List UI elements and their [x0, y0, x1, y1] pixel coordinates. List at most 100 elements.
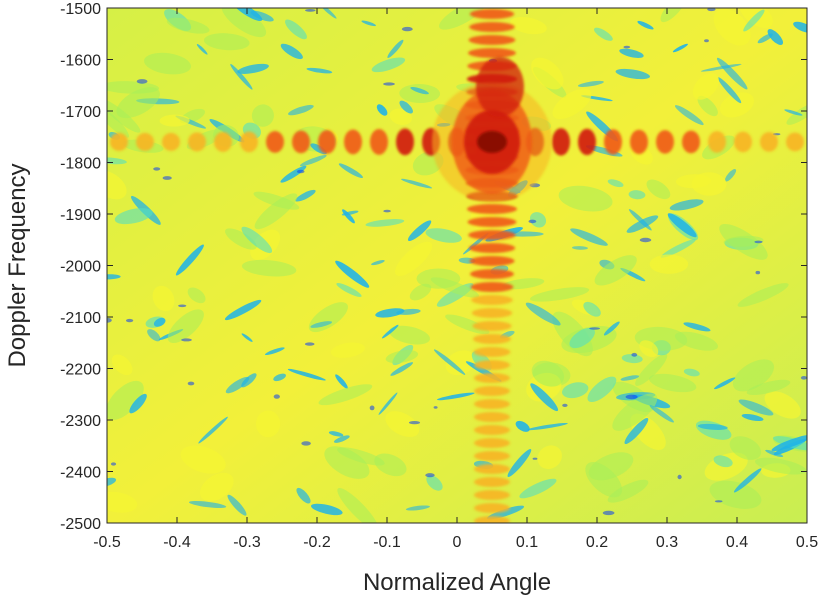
noise-speckle: [569, 327, 595, 349]
noise-speckle: [181, 338, 192, 342]
noise-speckle: [388, 325, 431, 345]
noise-speckle: [714, 500, 723, 503]
noise-speckle: [241, 333, 253, 342]
ridge-blob: [472, 321, 512, 331]
ridge-blob: [734, 131, 752, 153]
ridge-blob: [474, 386, 510, 396]
x-tick-label: 0.3: [656, 534, 678, 551]
noise-speckle: [436, 392, 475, 401]
ridge-blob: [468, 35, 516, 45]
noise-speckle: [764, 391, 801, 419]
noise-speckle: [129, 393, 147, 414]
y-tick-label: -2000: [60, 259, 101, 276]
noise-speckle: [328, 431, 344, 437]
x-tick-label: -0.2: [303, 534, 331, 551]
noise-speckle: [767, 29, 784, 46]
noise-speckle: [607, 479, 649, 503]
y-axis-label: Doppler Frequency: [4, 163, 31, 367]
noise-texture: [107, 8, 807, 523]
noise-speckle: [631, 352, 638, 357]
noise-speckle: [401, 178, 433, 189]
ridge-blob: [474, 360, 510, 370]
y-tick-label: -1800: [60, 156, 101, 173]
noise-speckle: [709, 480, 762, 509]
noise-speckle: [288, 104, 314, 116]
noise-speckle: [519, 478, 557, 499]
noise-speckle: [378, 392, 398, 415]
noise-speckle: [375, 308, 405, 318]
noise-speckle: [515, 420, 530, 432]
noise-speckle: [264, 347, 285, 356]
ridge-blob: [760, 132, 778, 152]
noise-speckle: [692, 73, 720, 100]
peak-lobe: [476, 56, 524, 117]
noise-speckle: [639, 340, 659, 358]
heatmap-plot-area: [107, 8, 807, 523]
noise-speckle: [304, 342, 315, 346]
noise-speckle: [296, 487, 311, 504]
noise-speckle: [732, 359, 775, 392]
noise-speckle: [230, 64, 253, 90]
noise-speckle: [433, 349, 466, 375]
y-tick-label: -2400: [60, 465, 101, 482]
noise-speckle: [335, 260, 370, 288]
noise-speckle: [318, 384, 373, 406]
noise-speckle: [401, 26, 413, 32]
noise-speckle: [410, 86, 429, 95]
noise-speckle: [107, 170, 127, 200]
noise-speckle: [537, 445, 562, 469]
ridge-blob: [214, 131, 232, 152]
noise-speckle: [371, 57, 406, 73]
noise-speckle: [254, 193, 298, 230]
ridge-blob: [656, 130, 674, 154]
ridge-blob: [682, 130, 700, 154]
noise-speckle: [107, 157, 127, 165]
noise-speckle: [162, 176, 172, 180]
ridge-blob: [578, 128, 596, 156]
ridge-blob: [469, 22, 515, 32]
noise-speckle: [577, 80, 604, 87]
noise-speckle: [188, 500, 227, 509]
noise-speckle: [273, 373, 286, 382]
y-tick-label: -2200: [60, 362, 101, 379]
noise-speckle: [241, 259, 297, 277]
noise-speckle: [625, 394, 638, 400]
noise-speckle: [305, 9, 316, 12]
noise-speckle: [635, 353, 668, 386]
noise-speckle: [187, 381, 195, 386]
noise-speckle: [757, 33, 773, 44]
noise-speckle: [335, 374, 348, 389]
noise-speckle: [800, 376, 807, 380]
noise-speckle: [381, 324, 399, 339]
x-tick-label: -0.3: [233, 534, 261, 551]
noise-speckle: [737, 283, 789, 307]
noise-speckle: [624, 417, 649, 445]
noise-speckle: [250, 10, 274, 22]
noise-speckle: [529, 212, 547, 228]
noise-speckle: [310, 503, 343, 516]
noise-speckle: [674, 331, 718, 351]
noise-speckle: [719, 92, 755, 118]
noise-speckle: [110, 462, 117, 466]
noise-speckle: [199, 472, 234, 502]
noise-speckle: [623, 45, 631, 49]
x-tick-label: -0.1: [373, 534, 401, 551]
ridge-blob: [344, 129, 362, 155]
ridge-blob: [471, 295, 513, 305]
noise-speckle: [594, 27, 613, 41]
noise-speckle: [528, 219, 537, 224]
noise-speckle: [178, 304, 187, 308]
noise-speckle: [669, 199, 704, 211]
ridge-blob: [470, 269, 514, 279]
noise-speckle: [306, 67, 333, 74]
y-tick-label: -2100: [60, 310, 101, 327]
noise-speckle: [153, 317, 166, 327]
noise-speckle: [425, 228, 462, 243]
noise-speckle: [287, 368, 326, 381]
noise-speckle: [301, 441, 311, 446]
ridge-blob: [467, 204, 517, 214]
ridge-blob: [470, 282, 514, 292]
noise-speckle: [527, 422, 568, 431]
noise-speckle: [583, 301, 601, 317]
